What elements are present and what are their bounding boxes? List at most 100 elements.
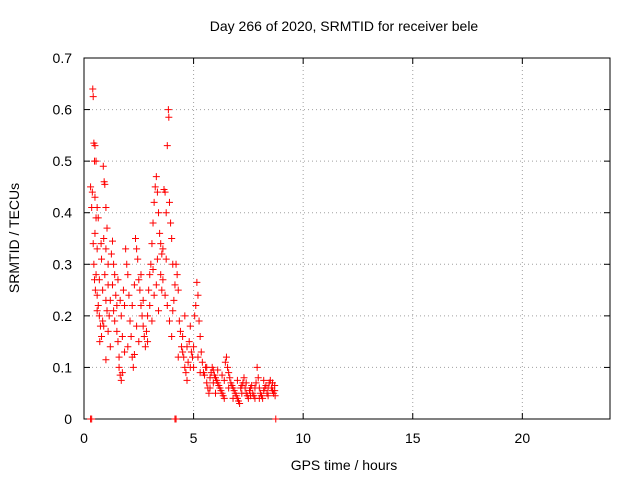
y-tick-label: 0.4	[53, 205, 73, 221]
data-point	[152, 281, 160, 289]
data-point	[251, 384, 259, 392]
data-point	[130, 281, 138, 289]
data-point	[135, 276, 143, 284]
data-point	[124, 271, 132, 279]
data-point	[101, 180, 109, 188]
data-point	[220, 376, 228, 384]
x-tick-label: 10	[295, 430, 311, 446]
data-point	[183, 376, 191, 384]
data-point	[116, 296, 124, 304]
data-point	[89, 93, 97, 101]
data-point	[148, 317, 156, 325]
y-tick-label: 0.3	[53, 256, 73, 272]
data-point	[118, 369, 126, 377]
data-point	[186, 322, 194, 330]
data-point	[222, 353, 230, 361]
data-point	[89, 240, 97, 248]
data-point	[271, 387, 279, 395]
data-point	[123, 260, 131, 268]
data-point	[175, 317, 183, 325]
data-point	[142, 327, 150, 335]
data-point	[92, 271, 100, 279]
data-point	[163, 142, 171, 150]
data-point	[226, 374, 234, 382]
data-point	[119, 286, 127, 294]
data-point	[98, 332, 106, 340]
data-point	[137, 302, 145, 310]
data-point	[91, 142, 99, 150]
data-point	[203, 363, 211, 371]
data-point	[183, 343, 191, 351]
data-point	[190, 343, 198, 351]
data-point	[93, 245, 101, 253]
data-point	[225, 384, 233, 392]
data-point	[99, 286, 107, 294]
data-point	[124, 343, 132, 351]
data-point	[158, 286, 166, 294]
x-tick-label: 0	[80, 430, 88, 446]
data-point	[95, 312, 103, 320]
data-point	[150, 198, 158, 206]
data-point	[221, 358, 229, 366]
data-point	[153, 255, 161, 263]
data-point	[136, 286, 144, 294]
data-point	[99, 162, 107, 170]
data-point	[168, 235, 176, 242]
y-tick-label: 0.1	[53, 359, 73, 375]
data-point	[253, 363, 261, 371]
data-point	[110, 307, 118, 315]
data-point	[91, 229, 99, 237]
data-point	[127, 332, 135, 340]
data-point	[149, 219, 157, 227]
data-point	[115, 363, 123, 371]
data-point	[98, 255, 106, 263]
y-tick-label: 0.5	[53, 153, 73, 169]
data-point	[88, 188, 96, 196]
data-point	[240, 374, 248, 382]
data-point	[264, 392, 272, 400]
data-point	[158, 250, 166, 258]
data-point	[115, 353, 123, 361]
data-point	[106, 296, 114, 304]
data-point	[174, 353, 182, 361]
data-point	[148, 240, 156, 248]
data-point	[133, 322, 141, 330]
data-point	[195, 317, 203, 325]
data-point	[93, 291, 101, 299]
data-point	[236, 400, 244, 408]
data-point	[186, 363, 194, 371]
data-point	[179, 348, 187, 356]
x-tick-label: 15	[405, 430, 421, 446]
data-point	[185, 338, 193, 346]
data-point	[152, 173, 160, 181]
data-point	[165, 113, 173, 121]
data-point	[174, 286, 182, 294]
data-point	[212, 389, 219, 397]
data-point	[144, 338, 152, 346]
data-point	[114, 338, 122, 346]
y-tick-label: 0	[64, 411, 72, 427]
data-point	[141, 343, 149, 351]
data-point	[94, 302, 102, 310]
data-point	[157, 271, 165, 279]
data-point	[130, 351, 138, 359]
data-point	[108, 281, 116, 289]
data-point	[128, 302, 136, 310]
data-point	[113, 327, 121, 335]
data-point	[191, 312, 199, 320]
data-point	[163, 302, 171, 310]
y-axis-label: SRMTID / TECUs	[6, 183, 22, 293]
data-point	[165, 317, 173, 325]
y-tick-label: 0.2	[53, 308, 73, 324]
data-point	[176, 327, 184, 335]
data-point	[134, 255, 142, 263]
data-point	[194, 291, 202, 299]
data-point	[107, 250, 115, 258]
data-point	[187, 348, 195, 356]
data-point	[198, 358, 206, 366]
data-point	[146, 271, 154, 279]
data-point	[113, 302, 121, 310]
data-point	[156, 229, 164, 237]
grid	[84, 58, 610, 419]
data-point	[157, 240, 165, 248]
